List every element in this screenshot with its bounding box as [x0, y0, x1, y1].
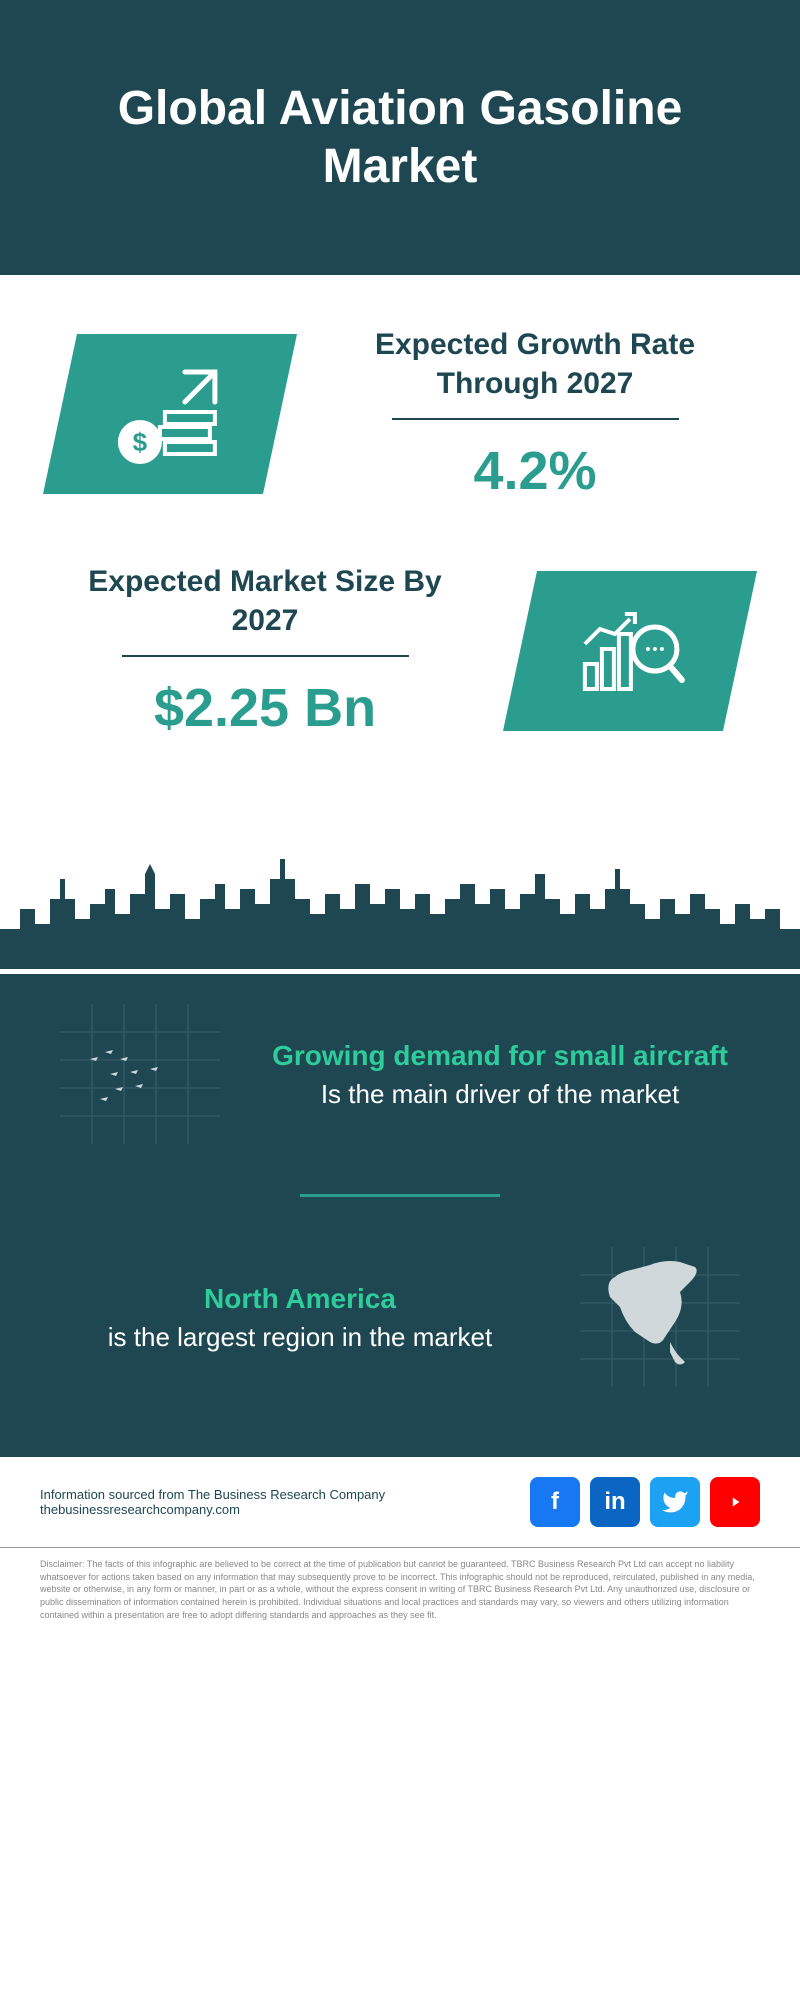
insight-region: North America is the largest region in t… — [0, 1217, 800, 1417]
aircraft-grid-icon — [60, 1004, 220, 1144]
stats-section: $ Expected Growth Rate Through 2027 4.2% — [0, 275, 800, 849]
skyline-transition — [0, 849, 800, 974]
linkedin-icon[interactable]: in — [590, 1477, 640, 1527]
insight-text-block: North America is the largest region in t… — [60, 1281, 540, 1353]
stat-text-block: Expected Market Size By 2027 $2.25 Bn — [60, 562, 470, 739]
svg-text:$: $ — [133, 426, 148, 456]
insight-highlight: Growing demand for small aircraft — [260, 1038, 740, 1074]
stat-market-size: Expected Market Size By 2027 $2.25 Bn — [60, 562, 740, 739]
stat-value: 4.2% — [330, 440, 740, 502]
footer-source: Information sourced from The Business Re… — [40, 1487, 385, 1517]
disclaimer: Disclaimer: The facts of this infographi… — [0, 1547, 800, 1651]
map-grid-icon — [580, 1247, 740, 1387]
social-icons: f in — [530, 1477, 760, 1527]
twitter-icon[interactable] — [650, 1477, 700, 1527]
teal-divider — [300, 1194, 500, 1197]
stat-text-block: Expected Growth Rate Through 2027 4.2% — [330, 325, 740, 502]
insights-section: Growing demand for small aircraft Is the… — [0, 974, 800, 1457]
insight-text-block: Growing demand for small aircraft Is the… — [260, 1038, 740, 1110]
page-title: Global Aviation Gasoline Market — [40, 80, 760, 195]
insight-subtext: is the largest region in the market — [60, 1322, 540, 1353]
stat-value: $2.25 Bn — [60, 677, 470, 739]
money-growth-icon: $ — [43, 334, 297, 494]
footer-website: thebusinessresearchcompany.com — [40, 1502, 385, 1517]
stat-label: Expected Growth Rate Through 2027 — [330, 325, 740, 403]
insight-subtext: Is the main driver of the market — [260, 1079, 740, 1110]
header-banner: Global Aviation Gasoline Market — [0, 0, 800, 275]
chart-analysis-icon — [503, 571, 757, 731]
disclaimer-text: Disclaimer: The facts of this infographi… — [40, 1558, 760, 1621]
stat-label: Expected Market Size By 2027 — [60, 562, 470, 640]
footer: Information sourced from The Business Re… — [0, 1457, 800, 1547]
facebook-icon[interactable]: f — [530, 1477, 580, 1527]
youtube-icon[interactable] — [710, 1477, 760, 1527]
insight-driver: Growing demand for small aircraft Is the… — [0, 974, 800, 1174]
divider — [122, 655, 409, 657]
insight-highlight: North America — [60, 1281, 540, 1317]
stat-growth-rate: $ Expected Growth Rate Through 2027 4.2% — [60, 325, 740, 502]
divider — [392, 418, 679, 420]
